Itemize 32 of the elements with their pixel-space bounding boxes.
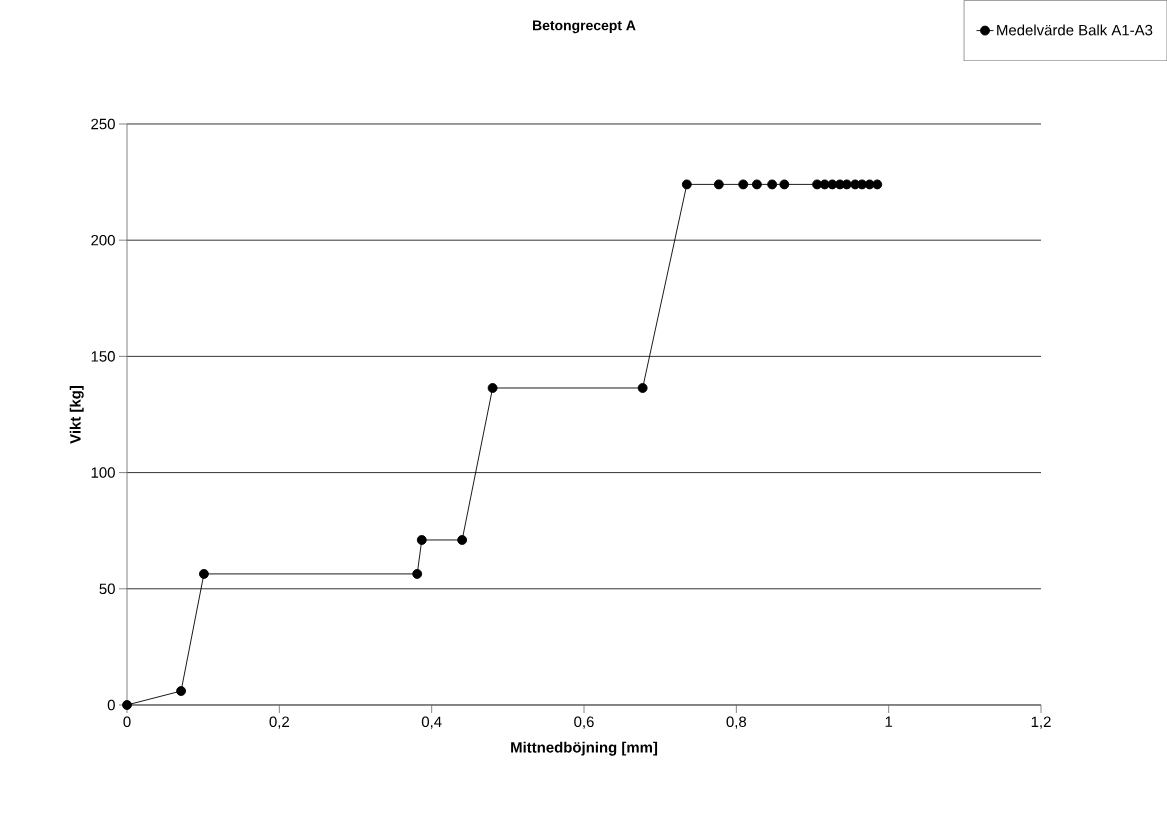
point bbox=[779, 179, 790, 190]
x-tick-label: 0,6 bbox=[574, 716, 594, 729]
point bbox=[872, 179, 883, 190]
x-tick-label: 0,2 bbox=[269, 716, 289, 729]
point bbox=[412, 568, 423, 579]
point bbox=[713, 179, 724, 190]
chart-title: Betongrecept A bbox=[533, 20, 636, 34]
y-tick-label: 250 bbox=[91, 118, 115, 130]
point bbox=[487, 383, 498, 393]
point bbox=[751, 179, 762, 190]
point bbox=[176, 686, 187, 696]
y-tick-label: 50 bbox=[99, 583, 115, 595]
point bbox=[199, 568, 209, 579]
point bbox=[681, 179, 692, 190]
point bbox=[637, 383, 648, 393]
x-tick-label: 1 bbox=[885, 716, 893, 727]
legend-label: Medelvärde Balk A1-A3 bbox=[997, 24, 1153, 36]
x-tick-label: 0,4 bbox=[421, 716, 442, 729]
y-tick-label: 100 bbox=[91, 467, 115, 478]
y-tick-label: 200 bbox=[91, 234, 115, 246]
x-tick-label: 1,2 bbox=[1031, 716, 1051, 729]
point bbox=[122, 700, 132, 710]
point bbox=[416, 535, 427, 545]
y-tick-label: 0 bbox=[107, 699, 115, 711]
point bbox=[738, 179, 749, 190]
x-tick-label: 0 bbox=[123, 716, 131, 728]
point bbox=[767, 179, 778, 190]
y-axis-title: Vikt [kg] bbox=[69, 385, 84, 444]
y-tick-label: 150 bbox=[91, 351, 115, 362]
x-tick-label: 0,8 bbox=[726, 716, 747, 729]
x-axis-title: Mittnedböjning [mm] bbox=[511, 741, 658, 756]
point bbox=[457, 535, 468, 545]
